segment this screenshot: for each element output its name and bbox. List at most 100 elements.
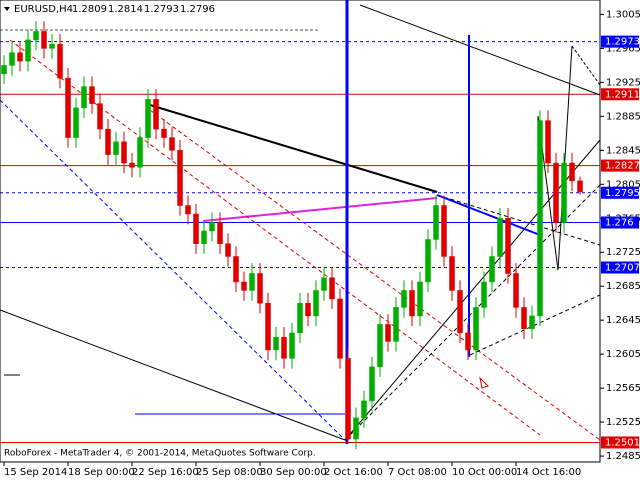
- candle-body: [9, 52, 15, 66]
- candle-body: [449, 256, 455, 291]
- candle-body: [337, 298, 343, 359]
- y-tick-label: 1.2885: [606, 111, 640, 122]
- price-axis-bg: [601, 0, 640, 480]
- x-tick-label: 14 Oct 16:00: [516, 467, 581, 478]
- candle-body: [193, 213, 199, 244]
- candle-body: [305, 302, 311, 317]
- candle-body: [249, 273, 255, 291]
- x-tick-label: 22 Sep 16:00: [132, 467, 199, 478]
- candle-body: [33, 31, 39, 41]
- candle-body: [465, 332, 471, 351]
- candle-body: [577, 180, 583, 193]
- x-tick-label: 30 Sep 00:00: [260, 467, 327, 478]
- candle-body: [385, 324, 391, 342]
- candle-body: [41, 31, 47, 49]
- candle-body: [137, 137, 143, 168]
- x-tick-label: 15 Sep 2014: [4, 467, 67, 478]
- y-tick-label: 1.3005: [606, 9, 640, 20]
- candle-body: [257, 273, 263, 304]
- candle-body: [377, 324, 383, 368]
- candle-body: [185, 205, 191, 215]
- footer: RoboForex - MetaTrader 4, © 2001-2014, M…: [4, 449, 316, 459]
- candle-body: [17, 52, 23, 62]
- candle-body: [393, 307, 399, 342]
- header: EURUSD,H4 1.2809 1.2814 1.2793 1.2796: [4, 4, 215, 15]
- y-tick-label: 1.2845: [606, 145, 640, 156]
- candle-body: [1, 65, 7, 75]
- candle-body: [105, 128, 111, 155]
- ohlc-open: 1.2809: [72, 4, 107, 15]
- ohlc-close: 1.2796: [180, 4, 215, 15]
- candle-body: [81, 86, 87, 109]
- candle-body: [225, 243, 231, 257]
- x-tick-label: 7 Oct 08:00: [388, 467, 447, 478]
- candle-body: [89, 86, 95, 104]
- candle-body: [161, 128, 167, 138]
- y-tick-label: 1.2605: [606, 349, 640, 360]
- level-label: 1.2795: [605, 188, 640, 199]
- candle-body: [505, 218, 511, 274]
- candle-body: [273, 336, 279, 351]
- level-label: 1.276: [605, 218, 634, 229]
- candle-body: [121, 141, 127, 164]
- y-tick-label: 1.2805: [606, 179, 640, 190]
- candle-body: [177, 150, 183, 206]
- candle-body: [545, 120, 551, 164]
- candle-body: [313, 290, 319, 317]
- x-tick-label: 10 Oct 00:00: [452, 467, 517, 478]
- y-tick-label: 1.2525: [606, 417, 640, 428]
- x-tick-label: 2 Oct 16:00: [324, 467, 383, 478]
- candle-body: [497, 218, 503, 257]
- candle-body: [57, 43, 63, 79]
- level-label-bg: [601, 88, 639, 101]
- candle-body: [289, 332, 295, 359]
- candle-body: [329, 277, 335, 300]
- candle-body: [361, 400, 367, 419]
- candle-body: [145, 99, 151, 138]
- level-label-bg: [601, 186, 639, 199]
- candle-body: [409, 290, 415, 317]
- time-axis-bg: [0, 463, 601, 480]
- level-label-bg: [601, 261, 639, 274]
- candle-body: [25, 39, 31, 62]
- y-tick-label: 1.2685: [606, 281, 640, 292]
- footer-bg: [1, 446, 311, 460]
- candle-body: [345, 358, 351, 440]
- candle-body: [553, 162, 559, 223]
- candle-body: [433, 205, 439, 240]
- candle-body: [481, 281, 487, 308]
- candle-body: [241, 281, 247, 291]
- level-label: 1.2973: [605, 37, 640, 48]
- x-tick-label: 25 Sep 08:00: [196, 467, 263, 478]
- candle-body: [97, 103, 103, 130]
- level-label: 1.2501: [605, 437, 640, 448]
- level-label-bg: [601, 216, 639, 229]
- candle-body: [401, 290, 407, 308]
- candles: [1, 21, 583, 450]
- candle-body: [65, 77, 71, 138]
- y-tick-label: 1.2725: [606, 247, 640, 258]
- candle-body: [233, 256, 239, 283]
- symbol: EURUSD,H4: [14, 4, 73, 15]
- level-label-bg: [601, 436, 639, 449]
- level-label: 1.2707: [605, 263, 640, 274]
- y-tick-label: 1.2645: [606, 315, 640, 326]
- candle-body: [217, 222, 223, 244]
- candle-body: [49, 43, 55, 49]
- candle-body: [113, 141, 119, 155]
- candle-body: [265, 302, 271, 351]
- candle-body: [321, 277, 327, 291]
- candle-body: [297, 302, 303, 334]
- candle-body: [425, 239, 431, 283]
- level-label-bg: [601, 159, 639, 172]
- level-label: 1.2827: [605, 161, 640, 172]
- ohlc-high: 1.2814: [108, 4, 143, 15]
- ohlc-low: 1.2793: [144, 4, 179, 15]
- candle-body: [513, 273, 519, 308]
- y-tick-label: 1.2965: [606, 43, 640, 54]
- candle-body: [129, 162, 135, 168]
- candle-body: [153, 99, 159, 130]
